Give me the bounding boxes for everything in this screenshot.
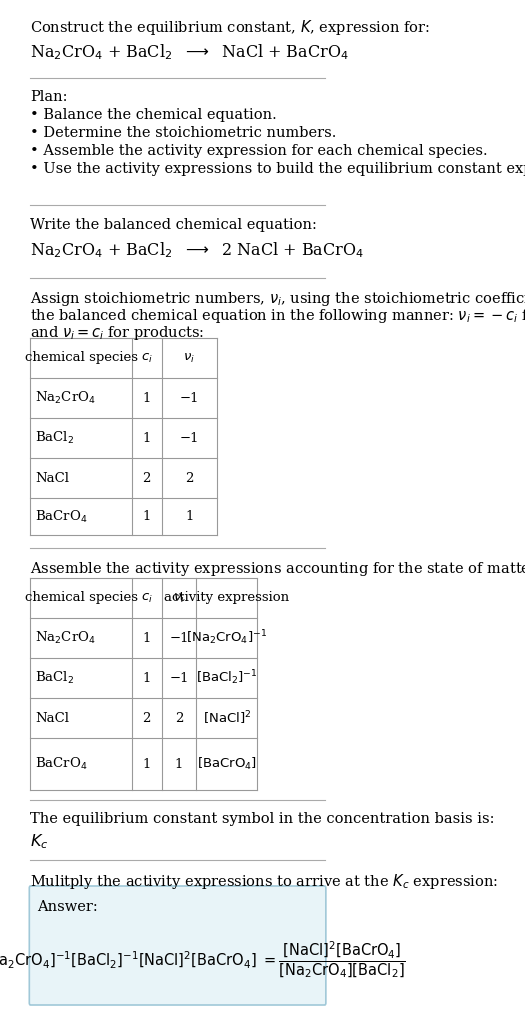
Text: • Assemble the activity expression for each chemical species.: • Assemble the activity expression for e… <box>30 144 488 158</box>
Text: NaCl: NaCl <box>35 472 69 485</box>
Text: 2: 2 <box>142 472 151 485</box>
Text: • Determine the stoichiometric numbers.: • Determine the stoichiometric numbers. <box>30 126 337 140</box>
Text: $K_c = [\text{Na}_2\text{CrO}_4]^{-1}[\text{BaCl}_2]^{-1}[\text{NaCl}]^2[\text{B: $K_c = [\text{Na}_2\text{CrO}_4]^{-1}[\t… <box>0 939 406 981</box>
Text: −1: −1 <box>180 392 199 404</box>
Text: chemical species: chemical species <box>25 592 138 605</box>
Text: 1: 1 <box>142 392 151 404</box>
Text: $[\text{Na}_2\text{CrO}_4]^{-1}$: $[\text{Na}_2\text{CrO}_4]^{-1}$ <box>186 628 267 647</box>
Text: Answer:: Answer: <box>37 900 98 914</box>
Text: BaCrO$_4$: BaCrO$_4$ <box>35 508 88 524</box>
Text: $[\text{NaCl}]^2$: $[\text{NaCl}]^2$ <box>203 709 251 727</box>
Text: and $\nu_i = c_i$ for products:: and $\nu_i = c_i$ for products: <box>30 324 205 342</box>
Text: Na$_2$CrO$_4$: Na$_2$CrO$_4$ <box>35 630 96 646</box>
Text: $c_i$: $c_i$ <box>141 592 153 605</box>
Text: activity expression: activity expression <box>164 592 289 605</box>
Text: • Balance the chemical equation.: • Balance the chemical equation. <box>30 108 277 122</box>
Text: Assemble the activity expressions accounting for the state of matter and $\nu_i$: Assemble the activity expressions accoun… <box>30 560 525 578</box>
Text: $K_c$: $K_c$ <box>30 832 49 850</box>
Text: 1: 1 <box>175 758 183 771</box>
Text: • Use the activity expressions to build the equilibrium constant expression.: • Use the activity expressions to build … <box>30 162 525 176</box>
Text: 1: 1 <box>142 510 151 523</box>
Text: 2: 2 <box>175 711 183 724</box>
Text: 2: 2 <box>185 472 193 485</box>
Text: 1: 1 <box>142 672 151 685</box>
Text: chemical species: chemical species <box>25 351 138 365</box>
Text: Na$_2$CrO$_4$: Na$_2$CrO$_4$ <box>35 390 96 406</box>
Text: 1: 1 <box>142 758 151 771</box>
Text: Write the balanced chemical equation:: Write the balanced chemical equation: <box>30 218 317 232</box>
Text: BaCl$_2$: BaCl$_2$ <box>35 670 74 686</box>
Text: 1: 1 <box>185 510 193 523</box>
Text: $[\text{BaCl}_2]^{-1}$: $[\text{BaCl}_2]^{-1}$ <box>196 669 258 688</box>
Text: Na$_2$CrO$_4$ + BaCl$_2$  $\longrightarrow$  NaCl + BaCrO$_4$: Na$_2$CrO$_4$ + BaCl$_2$ $\longrightarro… <box>30 42 349 62</box>
Text: $c_i$: $c_i$ <box>141 351 153 365</box>
Text: −1: −1 <box>169 631 189 644</box>
Text: −1: −1 <box>180 431 199 444</box>
Text: 1: 1 <box>142 431 151 444</box>
Text: Assign stoichiometric numbers, $\nu_i$, using the stoichiometric coefficients, $: Assign stoichiometric numbers, $\nu_i$, … <box>30 290 525 308</box>
Text: Na$_2$CrO$_4$ + BaCl$_2$  $\longrightarrow$  2 NaCl + BaCrO$_4$: Na$_2$CrO$_4$ + BaCl$_2$ $\longrightarro… <box>30 240 365 260</box>
Text: BaCl$_2$: BaCl$_2$ <box>35 430 74 446</box>
Text: Mulitply the activity expressions to arrive at the $K_c$ expression:: Mulitply the activity expressions to arr… <box>30 872 498 891</box>
Text: −1: −1 <box>169 672 189 685</box>
Text: $[\text{BaCrO}_4]$: $[\text{BaCrO}_4]$ <box>197 755 257 772</box>
Text: $\nu_i$: $\nu_i$ <box>173 592 185 605</box>
Text: Plan:: Plan: <box>30 90 68 104</box>
Text: NaCl: NaCl <box>35 711 69 724</box>
Text: $\nu_i$: $\nu_i$ <box>183 351 195 365</box>
Text: 1: 1 <box>142 631 151 644</box>
FancyBboxPatch shape <box>29 886 326 1005</box>
Text: 2: 2 <box>142 711 151 724</box>
Text: the balanced chemical equation in the following manner: $\nu_i = -c_i$ for react: the balanced chemical equation in the fo… <box>30 307 525 325</box>
Text: Construct the equilibrium constant, $K$, expression for:: Construct the equilibrium constant, $K$,… <box>30 18 430 37</box>
Text: The equilibrium constant symbol in the concentration basis is:: The equilibrium constant symbol in the c… <box>30 812 495 826</box>
Text: BaCrO$_4$: BaCrO$_4$ <box>35 755 88 772</box>
